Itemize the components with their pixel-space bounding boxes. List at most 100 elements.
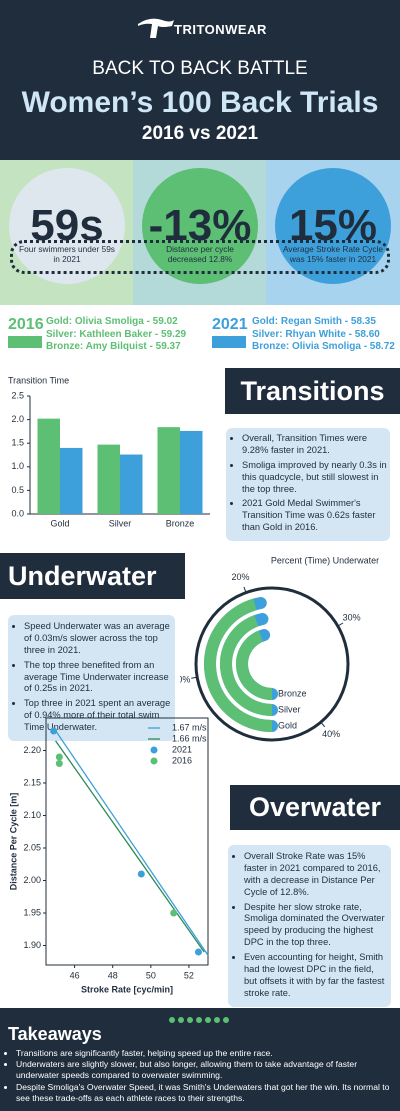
year: 2021: [212, 316, 248, 333]
takeaway-list: Transitions are significantly faster, he…: [8, 1048, 392, 1104]
scatter-chart: 1.90 1.95 2.00 2.05 2.10 2.15 2.20 46 48 50 52 Stro…: [8, 717, 209, 994]
y-tick-label: 1.95: [23, 907, 41, 917]
tick-mark: [191, 676, 197, 679]
bar: [180, 430, 203, 514]
x-tick-label: Bronze: [166, 518, 195, 528]
radial-bar: [204, 598, 273, 732]
bullet: Top three in 2021 spent an average of 0.…: [24, 698, 172, 734]
subtitle: 2016 vs 2021: [141, 123, 259, 144]
legend-swatch: [212, 336, 246, 348]
x-tick-label: 48: [108, 970, 118, 980]
point: [194, 948, 202, 956]
radial-chart: Percent (Time) Underwater 10% 20% 30% 40% Gol…: [180, 555, 379, 742]
result-lines: Gold: Regan Smith - 58.35 Silver: Rhyan W…: [252, 316, 395, 354]
chart-title: Transition Time: [8, 375, 69, 385]
result-line: Silver: Rhyan White - 58.60: [252, 328, 380, 340]
angle-tick-label: 30%: [343, 612, 361, 622]
logo-mark: [138, 18, 174, 38]
header: TRITONWEAR BACK TO BACK BATTLE Women’s 1…: [0, 0, 400, 160]
section-heading: Overwater: [230, 785, 400, 830]
stats: 59s Four swimmers under 59s in 2021 -13% D…: [0, 160, 400, 305]
legend-swatch: [150, 757, 158, 765]
results-2021: 2021 Gold: Regan Smith - 58.35 Silver: Rh…: [212, 316, 400, 352]
kicker: BACK TO BACK BATTLE: [92, 58, 308, 79]
result-line: Bronze: Amy Bilquist - 59.37: [46, 341, 181, 352]
category-label: Silver: [278, 704, 301, 714]
stat: -13% Distance per cycle decreased 12.8%: [133, 160, 267, 305]
bullet: Overall, Transition Times were 9.28% fas…: [242, 433, 388, 457]
x-axis-label: Stroke Rate [cyc/min]: [81, 984, 173, 994]
x-tick-label: Silver: [109, 518, 132, 528]
bar: [37, 418, 60, 514]
tick-mark: [243, 586, 247, 592]
legend-label: 2016: [172, 755, 192, 765]
bar: [60, 447, 83, 514]
bullets: Overall Stroke Rate was 15% faster in 20…: [232, 851, 388, 1000]
bar: [120, 454, 143, 514]
takeaway: Transitions are significantly faster, he…: [16, 1048, 392, 1059]
legend-label: 1.66 m/s: [172, 733, 207, 743]
plot-frame: [45, 717, 209, 966]
y-tick-label: 1.90: [23, 940, 41, 950]
dotted-frame: [10, 240, 390, 274]
angle-tick-label: 20%: [232, 572, 250, 582]
trend-line: [53, 727, 209, 956]
y-tick-label: 2.05: [23, 842, 41, 852]
bullets: Speed Underwater was an average of 0.03m…: [12, 621, 172, 734]
bar: [97, 444, 120, 514]
bullet: 2021 Gold Medal Swimmer's Transition Tim…: [242, 498, 388, 534]
bullet: Even accounting for height, Smith had th…: [244, 952, 388, 1000]
point: [50, 727, 58, 735]
result-line: Gold: Regan Smith - 58.35: [252, 316, 376, 327]
y-tick-label: 1.0: [11, 461, 24, 471]
radial-bar: [220, 615, 273, 716]
takeaways: Takeaways Transitions are significantly …: [0, 1008, 400, 1111]
bullet-box: Speed Underwater was an average of 0.03m…: [8, 615, 175, 742]
legend-swatch: [150, 746, 158, 754]
result-line: Gold: Olivia Smoliga - 59.02: [46, 316, 178, 327]
category-label: Bronze: [278, 688, 307, 698]
point: [137, 870, 145, 878]
bullet: Speed Underwater was an average of 0.03m…: [24, 621, 172, 657]
year: 2016: [8, 316, 44, 333]
bullets: Overall, Transition Times were 9.28% fas…: [230, 433, 388, 534]
point: [170, 909, 178, 917]
radial-bar: [236, 630, 273, 700]
result-line: Bronze: Olivia Smoliga - 58.72: [252, 341, 395, 352]
angle-tick-label: 40%: [322, 729, 340, 739]
bullet: Smoliga improved by nearly 0.3s in this …: [242, 460, 388, 496]
results-2016: 2016 Gold: Olivia Smoliga - 59.02 Silver:…: [8, 316, 198, 352]
x-tick-label: Gold: [50, 518, 69, 528]
angle-tick-label: 10%: [180, 674, 190, 684]
point: [55, 753, 63, 761]
stat-caption: Average Stroke Rate Cycle was 15% faster…: [283, 244, 383, 264]
x-tick-label: 52: [184, 970, 194, 980]
bullet: Overall Stroke Rate was 15% faster in 20…: [244, 851, 388, 899]
stat-caption: Distance per cycle decreased 12.8%: [166, 244, 234, 264]
title: Women’s 100 Back Trials: [21, 86, 379, 119]
bullet: The top three benefited from an average …: [24, 660, 172, 696]
stat-value: 59s: [9, 168, 125, 284]
section-heading: Transitions: [225, 368, 400, 414]
section-heading: Underwater: [0, 553, 185, 599]
x-tick-label: 46: [70, 970, 80, 980]
tick-mark: [338, 622, 344, 626]
category-label: Gold: [278, 720, 297, 730]
stat: 59s Four swimmers under 59s in 2021: [0, 160, 134, 305]
y-tick-label: 2.00: [23, 875, 41, 885]
trend-line: [54, 740, 205, 953]
bullet-box: Overall Stroke Rate was 15% faster in 20…: [228, 845, 391, 1007]
takeaway: Underwaters are slightly slower, but als…: [16, 1059, 392, 1081]
dots: [169, 1017, 229, 1023]
outer-ring: [194, 586, 350, 742]
y-axis-label: Distance Per Cycle [m]: [8, 793, 18, 891]
x-tick-label: 50: [146, 970, 156, 980]
result-line: Silver: Kathleen Baker - 59.29: [46, 328, 187, 340]
stat: 15% Average Stroke Rate Cycle was 15% fas…: [266, 160, 400, 305]
y-tick-label: 2.10: [23, 810, 41, 820]
takeaway: Despite Smoliga's Overwater Speed, it wa…: [16, 1082, 392, 1104]
takeaways-title: Takeaways: [8, 1024, 102, 1044]
y-tick-label: 2.20: [23, 745, 41, 755]
y-tick-label: 0.5: [11, 485, 24, 495]
